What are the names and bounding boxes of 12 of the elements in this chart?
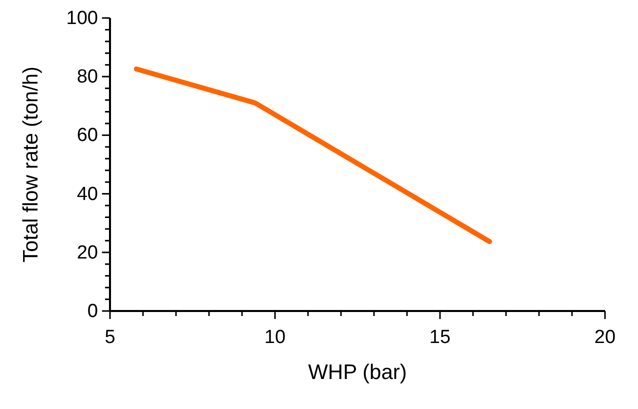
- x-tick-label: 10: [264, 327, 286, 348]
- y-tick-label: 40: [76, 184, 98, 205]
- y-tick-label: 80: [76, 66, 98, 88]
- x-tick-label: 20: [594, 327, 616, 348]
- y-tick-label: 100: [66, 8, 98, 29]
- y-tick-label: 0: [87, 301, 98, 322]
- y-tick-label: 60: [76, 125, 98, 146]
- x-tick-label: 5: [104, 327, 116, 348]
- y-tick-label: 20: [76, 242, 98, 264]
- x-axis-title: WHP (bar): [308, 361, 407, 384]
- y-axis-title: Total flow rate (ton/h): [19, 66, 42, 263]
- x-tick-label: 15: [429, 327, 451, 348]
